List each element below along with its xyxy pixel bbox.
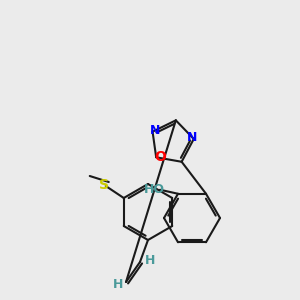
Text: N: N xyxy=(187,131,197,144)
Text: H: H xyxy=(113,278,123,290)
Text: S: S xyxy=(99,178,109,192)
Text: H: H xyxy=(145,254,155,266)
Text: HO: HO xyxy=(143,183,164,196)
Text: N: N xyxy=(149,124,160,137)
Text: O: O xyxy=(154,150,166,164)
